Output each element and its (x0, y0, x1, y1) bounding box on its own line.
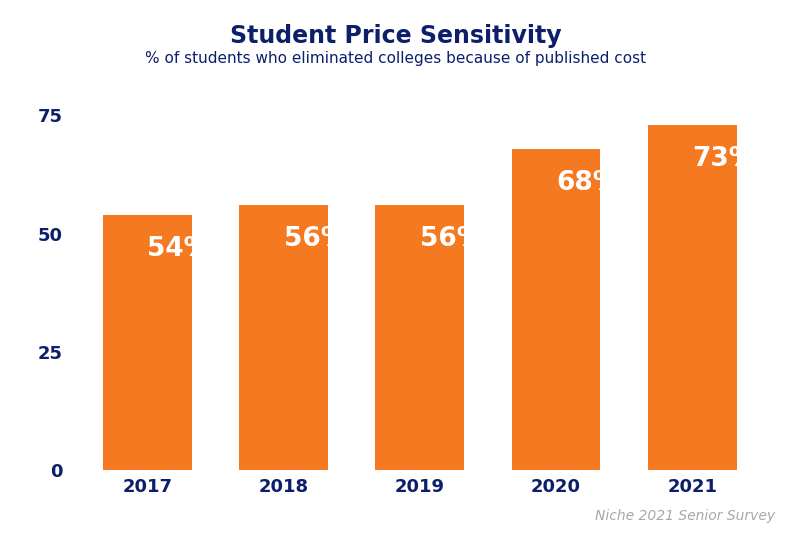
Bar (375, 205, 464, 470)
Text: 56%: 56% (284, 226, 347, 253)
Bar (512, 148, 600, 470)
Text: % of students who eliminated colleges because of published cost: % of students who eliminated colleges be… (146, 51, 646, 66)
Text: 56%: 56% (420, 226, 483, 253)
Text: Niche 2021 Senior Survey: Niche 2021 Senior Survey (595, 509, 775, 523)
Text: 68%: 68% (556, 170, 619, 196)
Text: 54%: 54% (147, 236, 211, 262)
Bar (103, 214, 192, 470)
Bar (648, 125, 737, 470)
Text: 73%: 73% (692, 146, 756, 172)
Bar (239, 205, 328, 470)
Text: Student Price Sensitivity: Student Price Sensitivity (230, 24, 562, 48)
